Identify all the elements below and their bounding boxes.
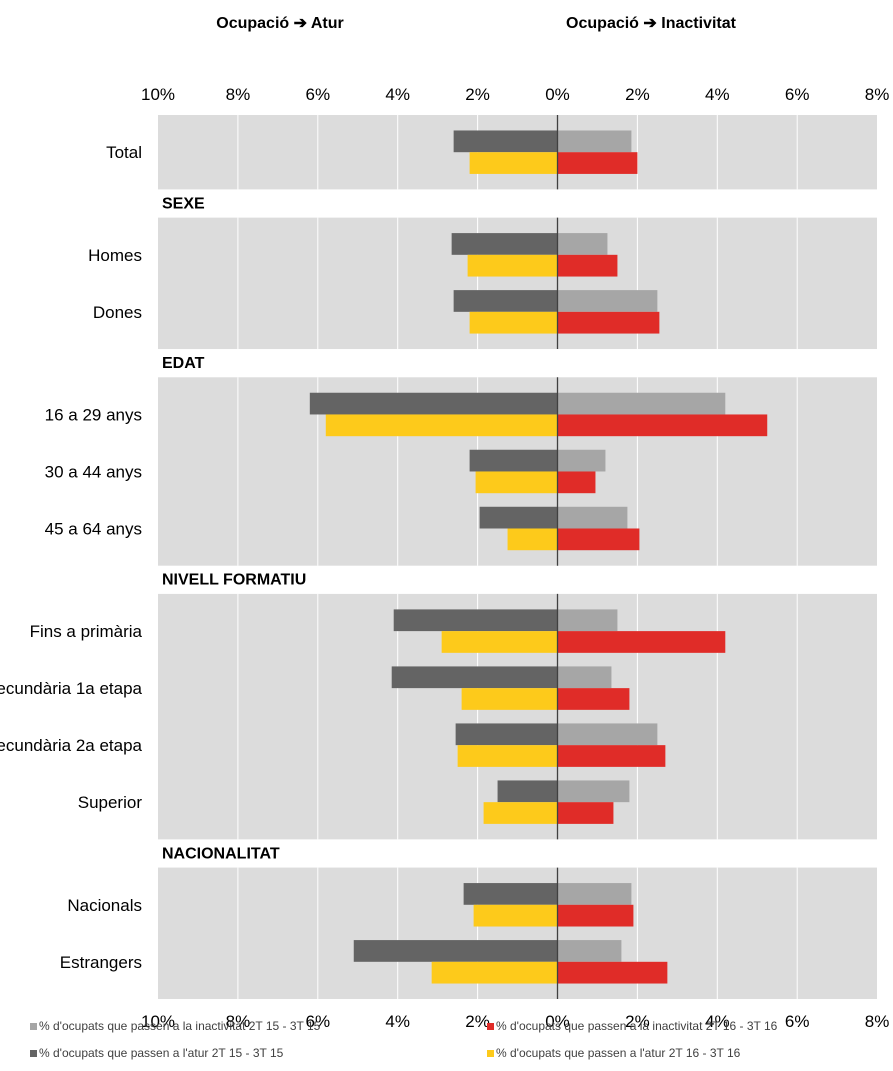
category-label: Superior xyxy=(78,793,143,812)
bar-inactivitat-2015 xyxy=(557,940,622,962)
legend-label: % d'ocupats que passen a l'atur 2T 15 - … xyxy=(39,1046,284,1060)
legend-label: % d'ocupats que passen a l'atur 2T 16 - … xyxy=(496,1046,741,1060)
panel-title-right: Ocupació ➔ Inactivitat xyxy=(566,15,737,32)
bar-atur-2016 xyxy=(507,528,558,551)
bar-inactivitat-2015 xyxy=(557,883,632,905)
bar-atur-2016 xyxy=(461,688,558,710)
bar-atur-2015 xyxy=(353,940,558,962)
bar-inactivitat-2015 xyxy=(557,130,632,153)
x-tick-label-top: 6% xyxy=(785,85,810,104)
x-tick-label-bottom: 2% xyxy=(625,1012,650,1031)
x-tick-label-bottom: 8% xyxy=(865,1012,890,1031)
bar-inactivitat-2016 xyxy=(557,802,614,824)
legend-item-atur-curr: % d'ocupats que passen a l'atur 2T 16 - … xyxy=(487,1046,740,1060)
legend-label: % d'ocupats que passen a la inactivitat … xyxy=(496,1019,778,1033)
bar-inactivitat-2016 xyxy=(557,745,666,767)
bar-atur-2016 xyxy=(469,311,558,334)
bar-inactivitat-2016 xyxy=(557,311,660,334)
legend-swatch xyxy=(487,1049,494,1057)
group-header: NACIONALITAT xyxy=(162,845,280,862)
bar-inactivitat-2015 xyxy=(557,392,726,415)
legend-swatch xyxy=(487,1022,494,1030)
bar-atur-2015 xyxy=(451,233,558,255)
bar-atur-2015 xyxy=(453,290,558,312)
bar-inactivitat-2016 xyxy=(557,961,668,984)
group-header: NIVELL FORMATIU xyxy=(162,572,306,589)
bar-atur-2016 xyxy=(431,961,558,984)
bar-atur-2016 xyxy=(457,745,558,767)
bar-atur-2016 xyxy=(475,471,558,494)
bar-inactivitat-2015 xyxy=(557,506,628,529)
bar-atur-2015 xyxy=(391,666,558,689)
legend-swatch xyxy=(30,1049,37,1057)
x-tick-label-top: 8% xyxy=(226,85,251,104)
bar-inactivitat-2016 xyxy=(557,471,596,494)
category-label: 45 a 64 anys xyxy=(45,519,142,538)
legend-label: % d'ocupats que passen a la inactivitat … xyxy=(39,1019,321,1033)
bar-inactivitat-2016 xyxy=(557,904,634,927)
bar-atur-2016 xyxy=(483,802,558,824)
x-tick-label-top: 8% xyxy=(865,85,890,104)
bar-atur-2016 xyxy=(473,904,558,927)
bar-inactivitat-2016 xyxy=(557,254,618,277)
bar-inactivitat-2015 xyxy=(557,666,612,689)
x-tick-label-bottom: 8% xyxy=(226,1012,251,1031)
legend-item-inact-prev: % d'ocupats que passen a la inactivitat … xyxy=(30,1019,320,1033)
bar-atur-2015 xyxy=(453,130,558,153)
x-tick-label-top: 0% xyxy=(545,85,570,104)
bar-inactivitat-2016 xyxy=(557,414,768,437)
x-tick-label-top: 2% xyxy=(625,85,650,104)
group-header: EDAT xyxy=(162,355,205,372)
bar-atur-2015 xyxy=(463,883,558,905)
bar-inactivitat-2015 xyxy=(557,290,658,312)
category-label: Nacionals xyxy=(67,896,142,915)
bar-inactivitat-2015 xyxy=(557,449,606,472)
panel-title-left: Ocupació ➔ Atur xyxy=(216,15,344,32)
x-tick-label-bottom: 4% xyxy=(705,1012,730,1031)
x-tick-label-bottom: 6% xyxy=(785,1012,810,1031)
x-tick-label-top: 10% xyxy=(141,85,175,104)
category-label: Homes xyxy=(88,246,142,265)
bar-atur-2015 xyxy=(497,780,558,803)
category-label: Estrangers xyxy=(60,953,142,972)
group-header: SEXE xyxy=(162,195,205,212)
legend-swatch xyxy=(30,1022,37,1030)
bar-atur-2015 xyxy=(393,609,558,632)
category-label: Total xyxy=(106,143,142,162)
bar-inactivitat-2015 xyxy=(557,233,608,255)
bar-inactivitat-2016 xyxy=(557,528,640,551)
x-tick-label-bottom: 4% xyxy=(385,1012,410,1031)
bar-atur-2015 xyxy=(455,723,558,746)
bar-atur-2016 xyxy=(469,152,558,174)
x-tick-label-bottom: 0% xyxy=(545,1012,570,1031)
bar-inactivitat-2016 xyxy=(557,688,630,710)
bar-inactivitat-2016 xyxy=(557,631,726,653)
x-tick-label-bottom: 2% xyxy=(465,1012,490,1031)
bar-atur-2015 xyxy=(309,392,558,415)
category-label: 30 a 44 anys xyxy=(45,462,142,481)
bar-atur-2016 xyxy=(325,414,558,437)
x-tick-label-bottom: 6% xyxy=(306,1012,331,1031)
x-tick-label-top: 2% xyxy=(465,85,490,104)
bar-inactivitat-2015 xyxy=(557,780,630,803)
category-label: Dones xyxy=(93,303,142,322)
category-label: Fins a primària xyxy=(30,622,143,641)
bar-inactivitat-2016 xyxy=(557,152,638,174)
bar-atur-2015 xyxy=(479,506,558,529)
bar-inactivitat-2015 xyxy=(557,723,658,746)
category-label: Secundària 1a etapa xyxy=(0,679,143,698)
category-label: Secundària 2a etapa xyxy=(0,736,143,755)
bar-atur-2015 xyxy=(469,449,558,472)
legend-item-inact-curr: % d'ocupats que passen a la inactivitat … xyxy=(487,1019,777,1033)
legend-item-atur-prev: % d'ocupats que passen a l'atur 2T 15 - … xyxy=(30,1046,283,1060)
x-tick-label-top: 4% xyxy=(385,85,410,104)
x-tick-label-top: 4% xyxy=(705,85,730,104)
bar-atur-2016 xyxy=(441,631,558,653)
x-tick-label-bottom: 10% xyxy=(141,1012,175,1031)
bar-inactivitat-2015 xyxy=(557,609,618,632)
category-label: 16 a 29 anys xyxy=(45,405,142,424)
x-tick-label-top: 6% xyxy=(306,85,331,104)
bar-atur-2016 xyxy=(467,254,558,277)
